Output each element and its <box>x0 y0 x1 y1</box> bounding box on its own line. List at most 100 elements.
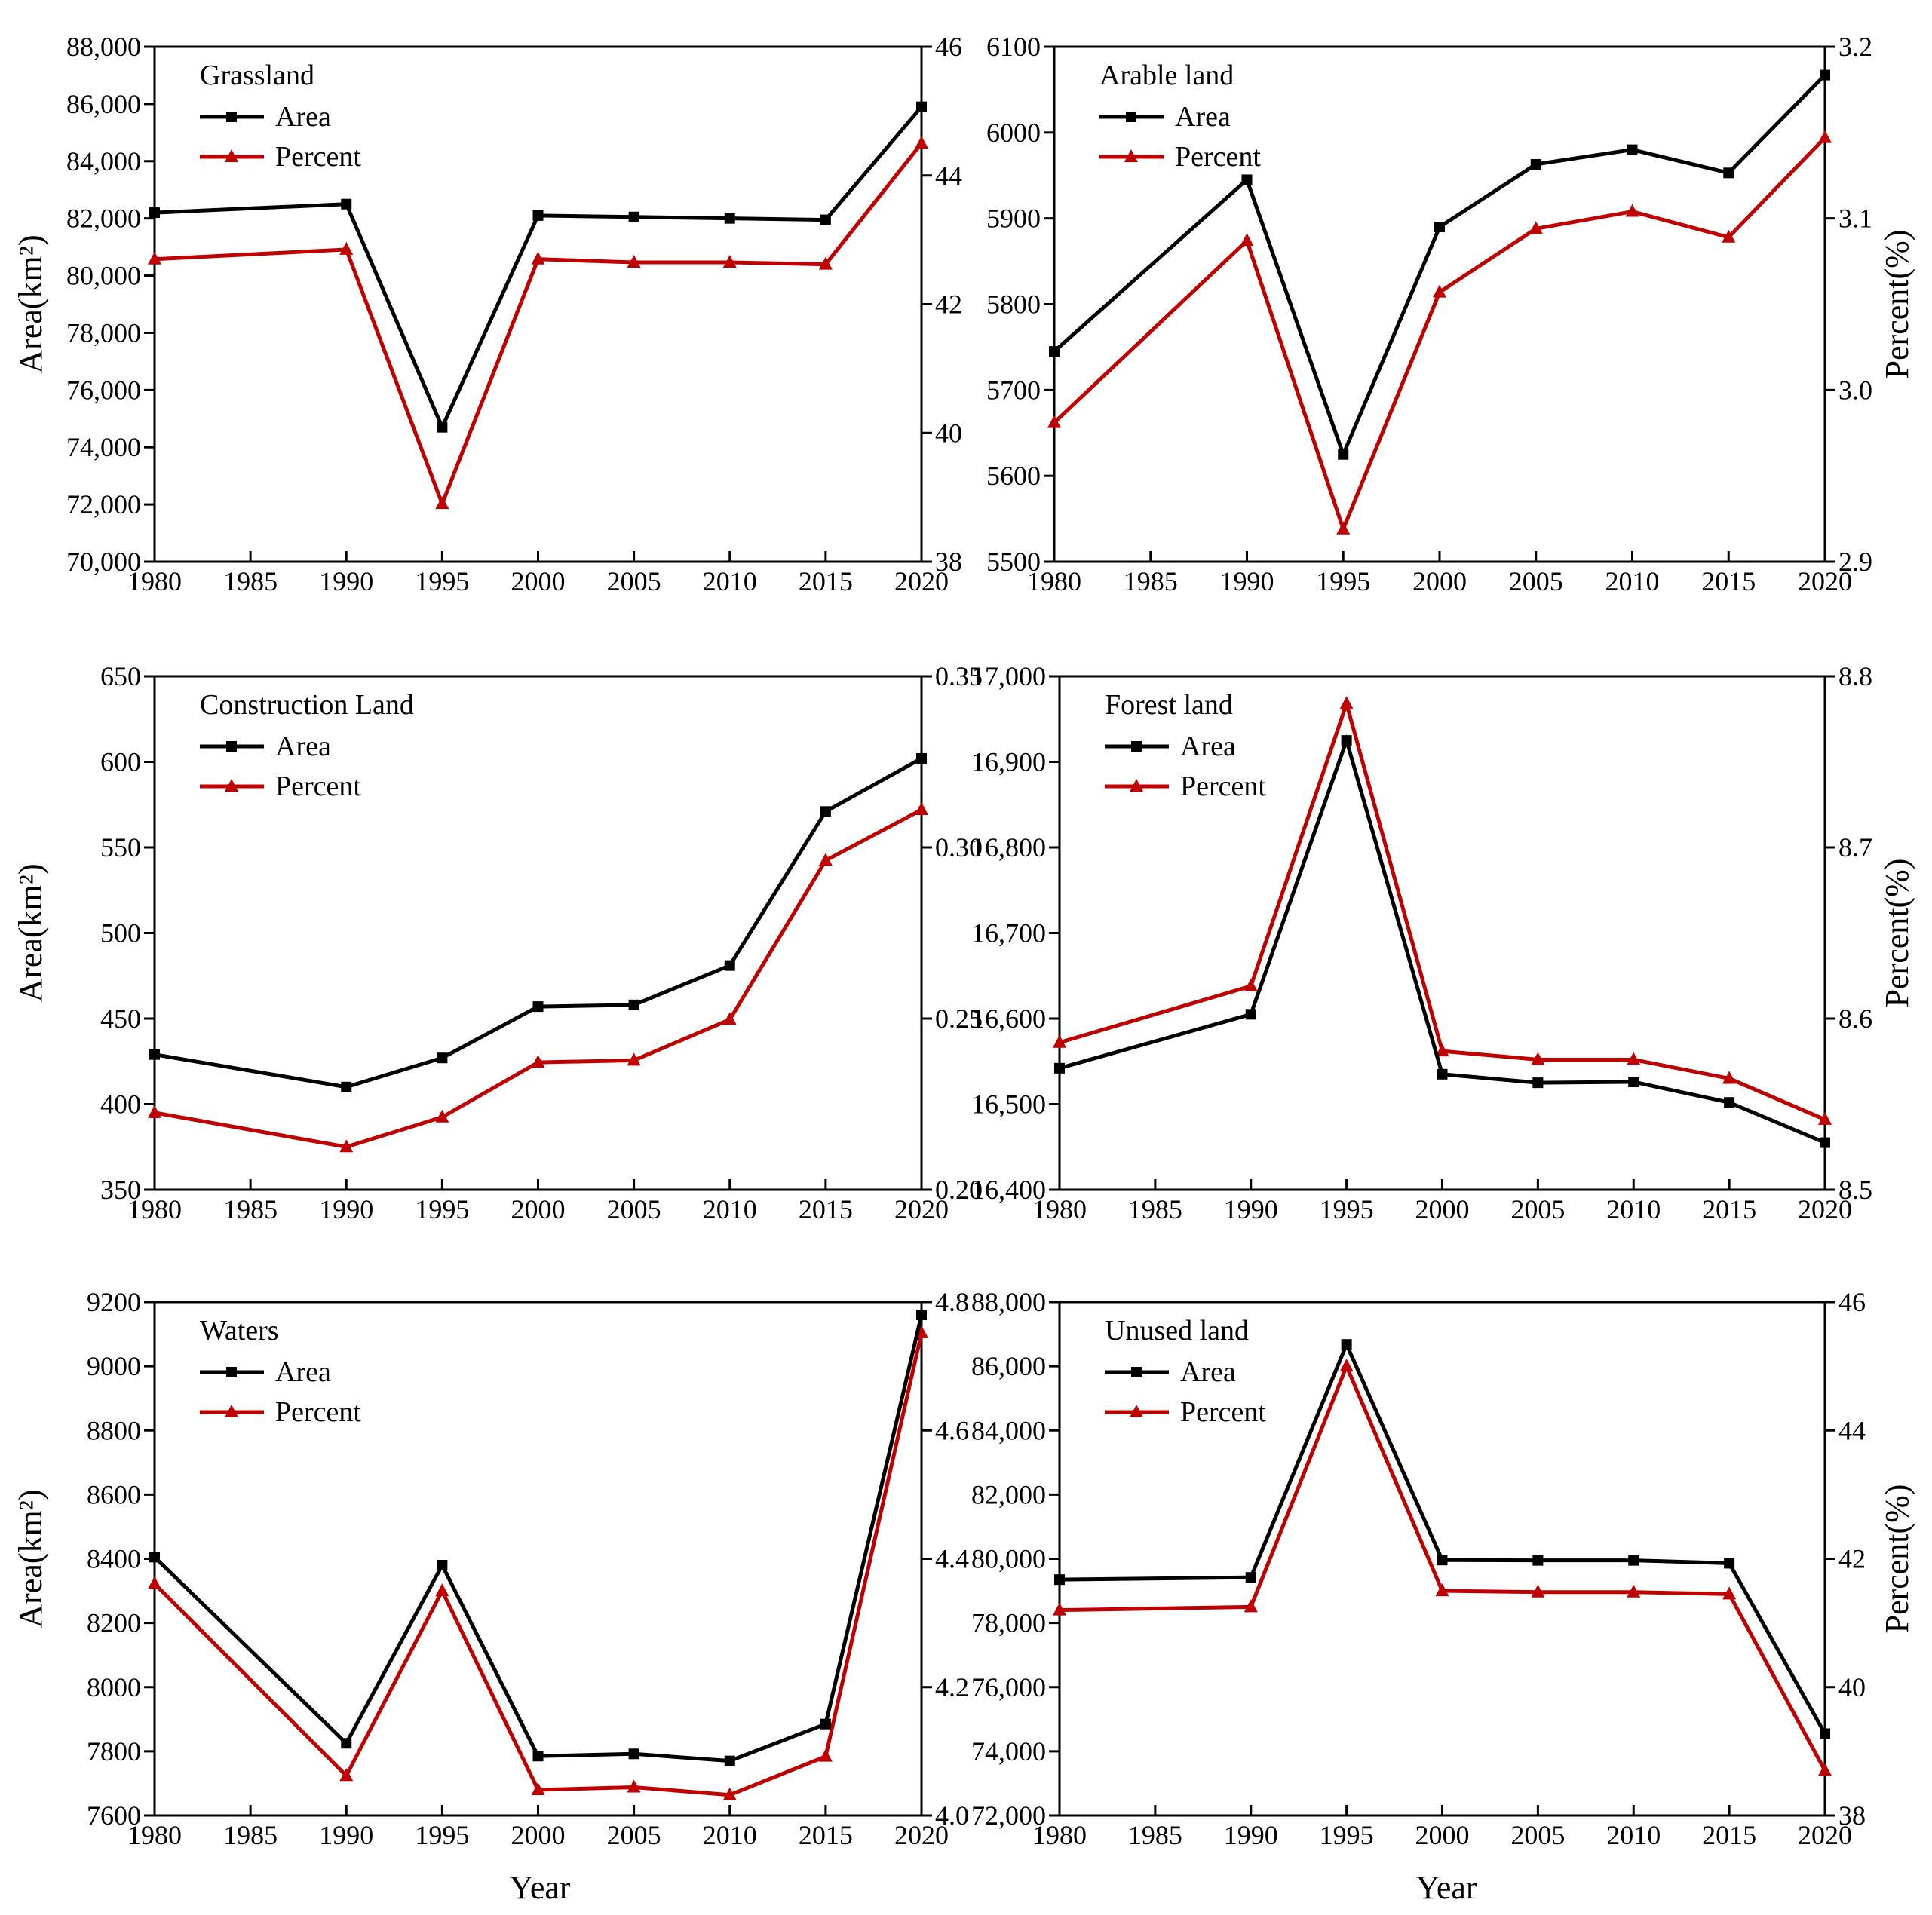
x-tick-label: 2000 <box>511 1194 566 1224</box>
legend-label-percent: Percent <box>275 141 361 173</box>
legend-marker-percent <box>1130 779 1143 792</box>
y-tick-label-left: 8400 <box>87 1544 141 1574</box>
y-tick-label-left: 82,000 <box>971 1479 1046 1509</box>
data-point-percent <box>531 1055 545 1068</box>
y-tick-label-left: 600 <box>100 747 141 777</box>
y-tick-label-left: 8600 <box>87 1479 141 1509</box>
chart-panel-2: 1980 1985 1990 1995 2000 2005 2010 2015 2020 350 4… <box>12 661 983 1224</box>
legend-label-area: Area <box>275 101 331 133</box>
y-tick-label-right: 38 <box>1838 1800 1866 1831</box>
y-tick-label-right: 3.1 <box>1838 204 1872 234</box>
panel-title: Grassland <box>200 60 314 91</box>
legend-marker-area <box>226 112 237 122</box>
y-tick-label-right: 4.2 <box>935 1672 969 1702</box>
y-tick-label-left: 8200 <box>87 1608 141 1638</box>
legend-marker-area <box>226 1367 237 1377</box>
plot-frame <box>153 45 923 563</box>
data-point-percent <box>627 1779 641 1793</box>
data-point-area <box>1437 1555 1448 1566</box>
y-tick-label-left: 84,000 <box>66 146 141 176</box>
data-point-area <box>437 421 448 433</box>
panel-title: Forest land <box>1105 689 1233 721</box>
data-point-area <box>149 1552 160 1563</box>
data-point-percent <box>531 1782 545 1795</box>
data-point-area <box>1434 222 1445 233</box>
data-point-area <box>1338 449 1349 460</box>
data-point-percent <box>1339 1359 1354 1372</box>
x-tick-label: 1990 <box>1224 1194 1278 1224</box>
x-tick-label: 2000 <box>1412 566 1467 596</box>
data-point-area <box>532 1001 544 1013</box>
data-point-percent <box>531 251 545 265</box>
data-point-percent <box>148 1576 161 1589</box>
x-tick-label: 1995 <box>1320 1194 1374 1224</box>
y-tick-label-left: 8000 <box>87 1672 141 1702</box>
x-tick-label: 2005 <box>1510 1820 1565 1850</box>
data-point-area <box>1245 1009 1256 1020</box>
series-line-area <box>1053 73 1826 460</box>
x-tick-label: 1980 <box>127 1194 182 1224</box>
legend-label-percent: Percent <box>275 1396 361 1428</box>
y-tick-label-right: 0.30 <box>935 832 983 863</box>
data-point-percent <box>1053 1602 1066 1616</box>
y-tick-label-left: 16,900 <box>971 747 1046 777</box>
data-point-percent <box>1435 1043 1449 1057</box>
y-tick-label-left: 5800 <box>986 290 1041 320</box>
x-tick-label: 1990 <box>319 1820 373 1850</box>
legend-label-percent: Percent <box>275 771 361 802</box>
data-point-area <box>1341 735 1352 746</box>
x-tick-label: 1985 <box>223 1820 278 1850</box>
x-axis-label-right: Year <box>1415 1869 1477 1906</box>
y-axis-label-left: Area(km²) <box>12 1489 49 1628</box>
plot-frame <box>1058 675 1826 1191</box>
data-point-percent <box>148 251 161 265</box>
series-line-area <box>154 756 923 1089</box>
legend-marker-percent <box>225 779 238 792</box>
series-line-percent <box>154 142 923 510</box>
chart-panel-1: 1980 1985 1990 1995 2000 2005 2010 2015 2020 5500… <box>986 32 1915 596</box>
x-tick-label: 1995 <box>1316 566 1370 596</box>
data-point-percent <box>1818 1763 1832 1776</box>
x-tick-label: 2005 <box>607 566 661 596</box>
y-tick-label-right: 8.7 <box>1838 832 1872 863</box>
data-point-area <box>1724 1097 1735 1108</box>
chart-panel-4: 1980 1985 1990 1995 2000 2005 2010 2015 2020 7600… <box>12 1287 969 1850</box>
x-tick-label: 2020 <box>894 566 949 596</box>
series-line-percent <box>1053 136 1826 535</box>
legend-label-area: Area <box>1180 1356 1236 1388</box>
data-point-percent <box>722 255 737 268</box>
data-point-area <box>820 1718 831 1730</box>
data-point-percent <box>1722 229 1736 243</box>
y-tick-label-left: 8800 <box>87 1415 141 1445</box>
x-tick-label: 2020 <box>1798 566 1852 596</box>
data-point-percent <box>1244 1599 1258 1613</box>
data-point-area <box>916 1310 927 1321</box>
data-point-area <box>149 207 160 219</box>
data-point-percent <box>339 1139 354 1153</box>
y-tick-label-left: 78,000 <box>971 1608 1046 1638</box>
data-point-area <box>820 806 831 817</box>
data-point-percent <box>339 1768 354 1782</box>
data-point-area <box>1724 1558 1735 1569</box>
data-point-percent <box>1339 696 1354 709</box>
y-tick-label-left: 9000 <box>87 1351 141 1381</box>
y-tick-label-right: 0.35 <box>935 661 983 691</box>
y-tick-label-left: 86,000 <box>971 1351 1046 1381</box>
data-point-percent <box>1529 221 1543 234</box>
series-line-percent <box>1059 697 1826 1122</box>
legend-marker-percent <box>1124 149 1138 162</box>
y-tick-label-left: 72,000 <box>66 489 141 519</box>
panel-title: Construction Land <box>200 689 414 721</box>
legend-label-percent: Percent <box>1180 1396 1266 1428</box>
x-tick-label: 1990 <box>319 566 373 596</box>
data-point-area <box>149 1049 160 1060</box>
x-tick-label: 1985 <box>1124 566 1178 596</box>
data-point-percent <box>1722 1071 1737 1084</box>
data-point-percent <box>1336 521 1351 535</box>
data-point-area <box>1054 1062 1065 1074</box>
y-tick-label-left: 7800 <box>87 1736 141 1766</box>
y-tick-label-right: 4.4 <box>935 1544 969 1574</box>
y-tick-label-right: 3.2 <box>1838 32 1872 62</box>
y-tick-label-right: 44 <box>1838 1415 1866 1445</box>
